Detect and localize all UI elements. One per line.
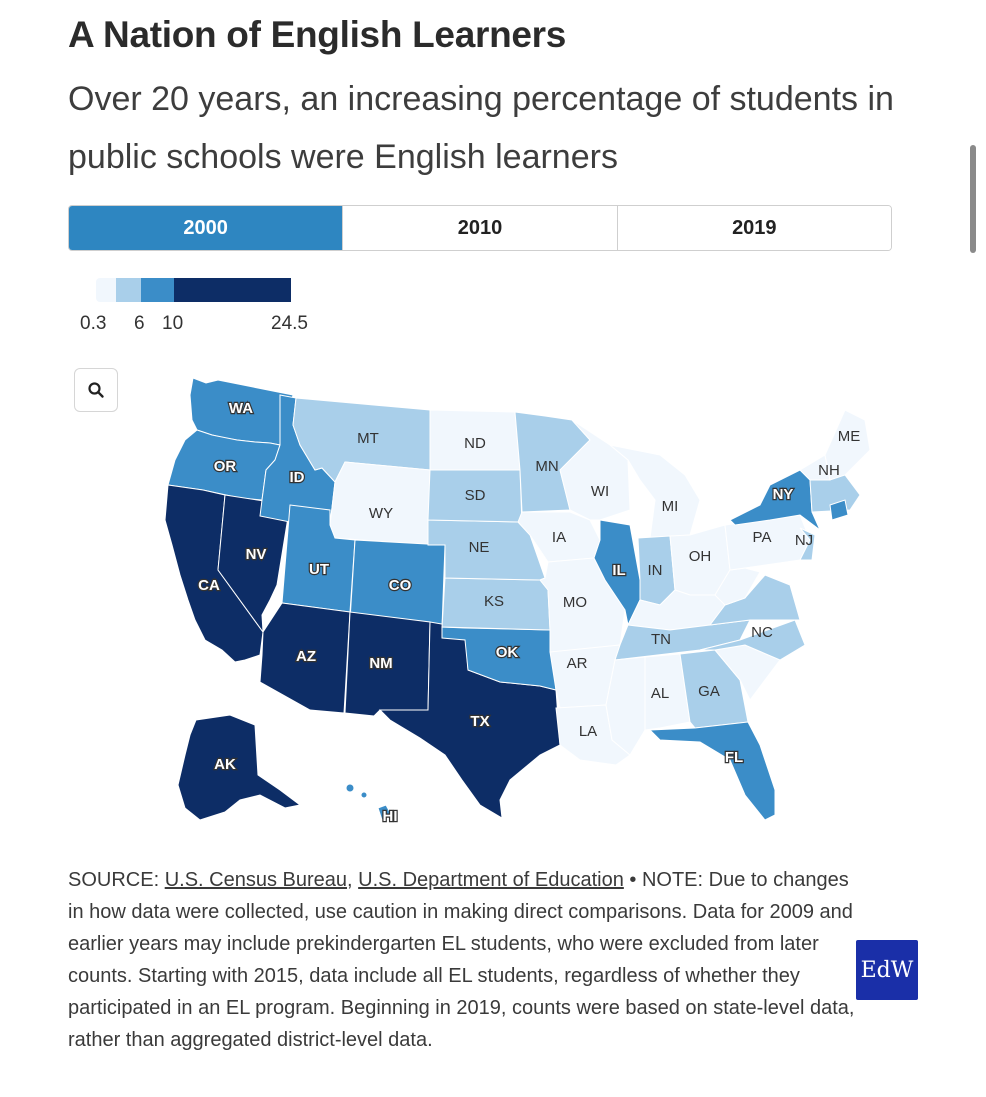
source-note: SOURCE: U.S. Census Bureau, U.S. Departm… — [68, 864, 858, 1056]
label-al: AL — [651, 685, 669, 702]
census-bureau-link[interactable]: U.S. Census Bureau — [164, 869, 348, 891]
edweek-logo: EdW — [856, 940, 918, 1000]
label-ia: IA — [552, 529, 566, 546]
source-separator: , — [347, 869, 359, 891]
label-ca: CA — [198, 577, 220, 594]
label-nm: NM — [369, 655, 392, 672]
label-oh: OH — [689, 548, 712, 565]
legend-bin-2 — [141, 278, 174, 302]
legend-bin-3 — [174, 278, 291, 302]
source-note-text: • NOTE: Due to changes in how data were … — [68, 869, 855, 1051]
tab-2019[interactable]: 2019 — [616, 206, 891, 250]
state-fl[interactable] — [648, 721, 776, 821]
tab-2000[interactable]: 2000 — [69, 206, 343, 250]
scrollbar[interactable] — [970, 145, 976, 253]
state-wy[interactable] — [329, 461, 431, 546]
legend-label-max: 24.5 — [271, 313, 308, 334]
year-tabs: 2000 2010 2019 — [68, 205, 892, 251]
label-wy: WY — [369, 505, 393, 522]
label-sd: SD — [465, 487, 486, 504]
label-nv: NV — [246, 546, 267, 563]
state-me[interactable] — [824, 409, 871, 481]
label-co: CO — [389, 577, 412, 594]
state-il[interactable] — [593, 519, 641, 627]
label-fl: FL — [725, 749, 743, 766]
label-az: AZ — [296, 648, 316, 665]
legend-bin-1 — [116, 278, 141, 302]
source-prefix: SOURCE: — [68, 869, 165, 891]
legend-label-min: 0.3 — [80, 313, 107, 334]
label-ak: AK — [214, 756, 236, 773]
legend-label-6: 6 — [134, 313, 145, 334]
label-mt: MT — [357, 430, 379, 447]
state-hi-island[interactable] — [345, 783, 355, 793]
state-al[interactable] — [644, 653, 691, 731]
label-or: OR — [214, 458, 237, 475]
label-ar: AR — [567, 655, 588, 672]
color-legend — [96, 278, 296, 302]
department-of-education-link[interactable]: U.S. Department of Education — [358, 869, 624, 891]
label-hi: HI — [383, 808, 398, 825]
label-nh: NH — [818, 462, 840, 479]
zoom-button[interactable] — [74, 368, 118, 412]
label-nd: ND — [464, 435, 486, 452]
label-in: IN — [648, 562, 663, 579]
label-wa: WA — [229, 400, 253, 417]
label-ga: GA — [698, 683, 720, 700]
chart-subtitle: Over 20 years, an increasing percentage … — [68, 80, 894, 176]
state-ak[interactable] — [177, 714, 302, 821]
label-tx: TX — [470, 713, 489, 730]
legend-label-10: 10 — [162, 313, 184, 334]
label-il: IL — [612, 562, 625, 579]
state-nj[interactable] — [799, 527, 816, 561]
label-mi: MI — [662, 498, 679, 515]
label-pa: PA — [753, 529, 772, 546]
state-ri[interactable] — [829, 499, 849, 521]
search-icon — [88, 382, 104, 398]
us-choropleth-map: WA OR ID MT ND MN SD WY WI MI NY ME NH N… — [164, 377, 871, 826]
state-nc[interactable] — [699, 619, 806, 661]
label-ut: UT — [309, 561, 329, 578]
label-me: ME — [838, 428, 861, 445]
label-ne: NE — [469, 539, 490, 556]
label-la: LA — [579, 723, 597, 740]
chart-title: A Nation of English Learners — [68, 14, 567, 55]
label-ks: KS — [484, 593, 504, 610]
label-ny: NY — [773, 486, 794, 503]
tab-2010[interactable]: 2010 — [342, 206, 617, 250]
label-id: ID — [290, 469, 305, 486]
label-ok: OK — [496, 644, 519, 661]
label-mo: MO — [563, 594, 587, 611]
state-hi-island[interactable] — [360, 791, 368, 799]
label-mn: MN — [535, 458, 558, 475]
legend-bin-0 — [96, 278, 116, 302]
label-nc: NC — [751, 624, 773, 641]
label-tn: TN — [651, 631, 671, 648]
label-nj: NJ — [795, 532, 813, 549]
label-wi: WI — [591, 483, 609, 500]
state-hi[interactable] — [377, 804, 393, 821]
